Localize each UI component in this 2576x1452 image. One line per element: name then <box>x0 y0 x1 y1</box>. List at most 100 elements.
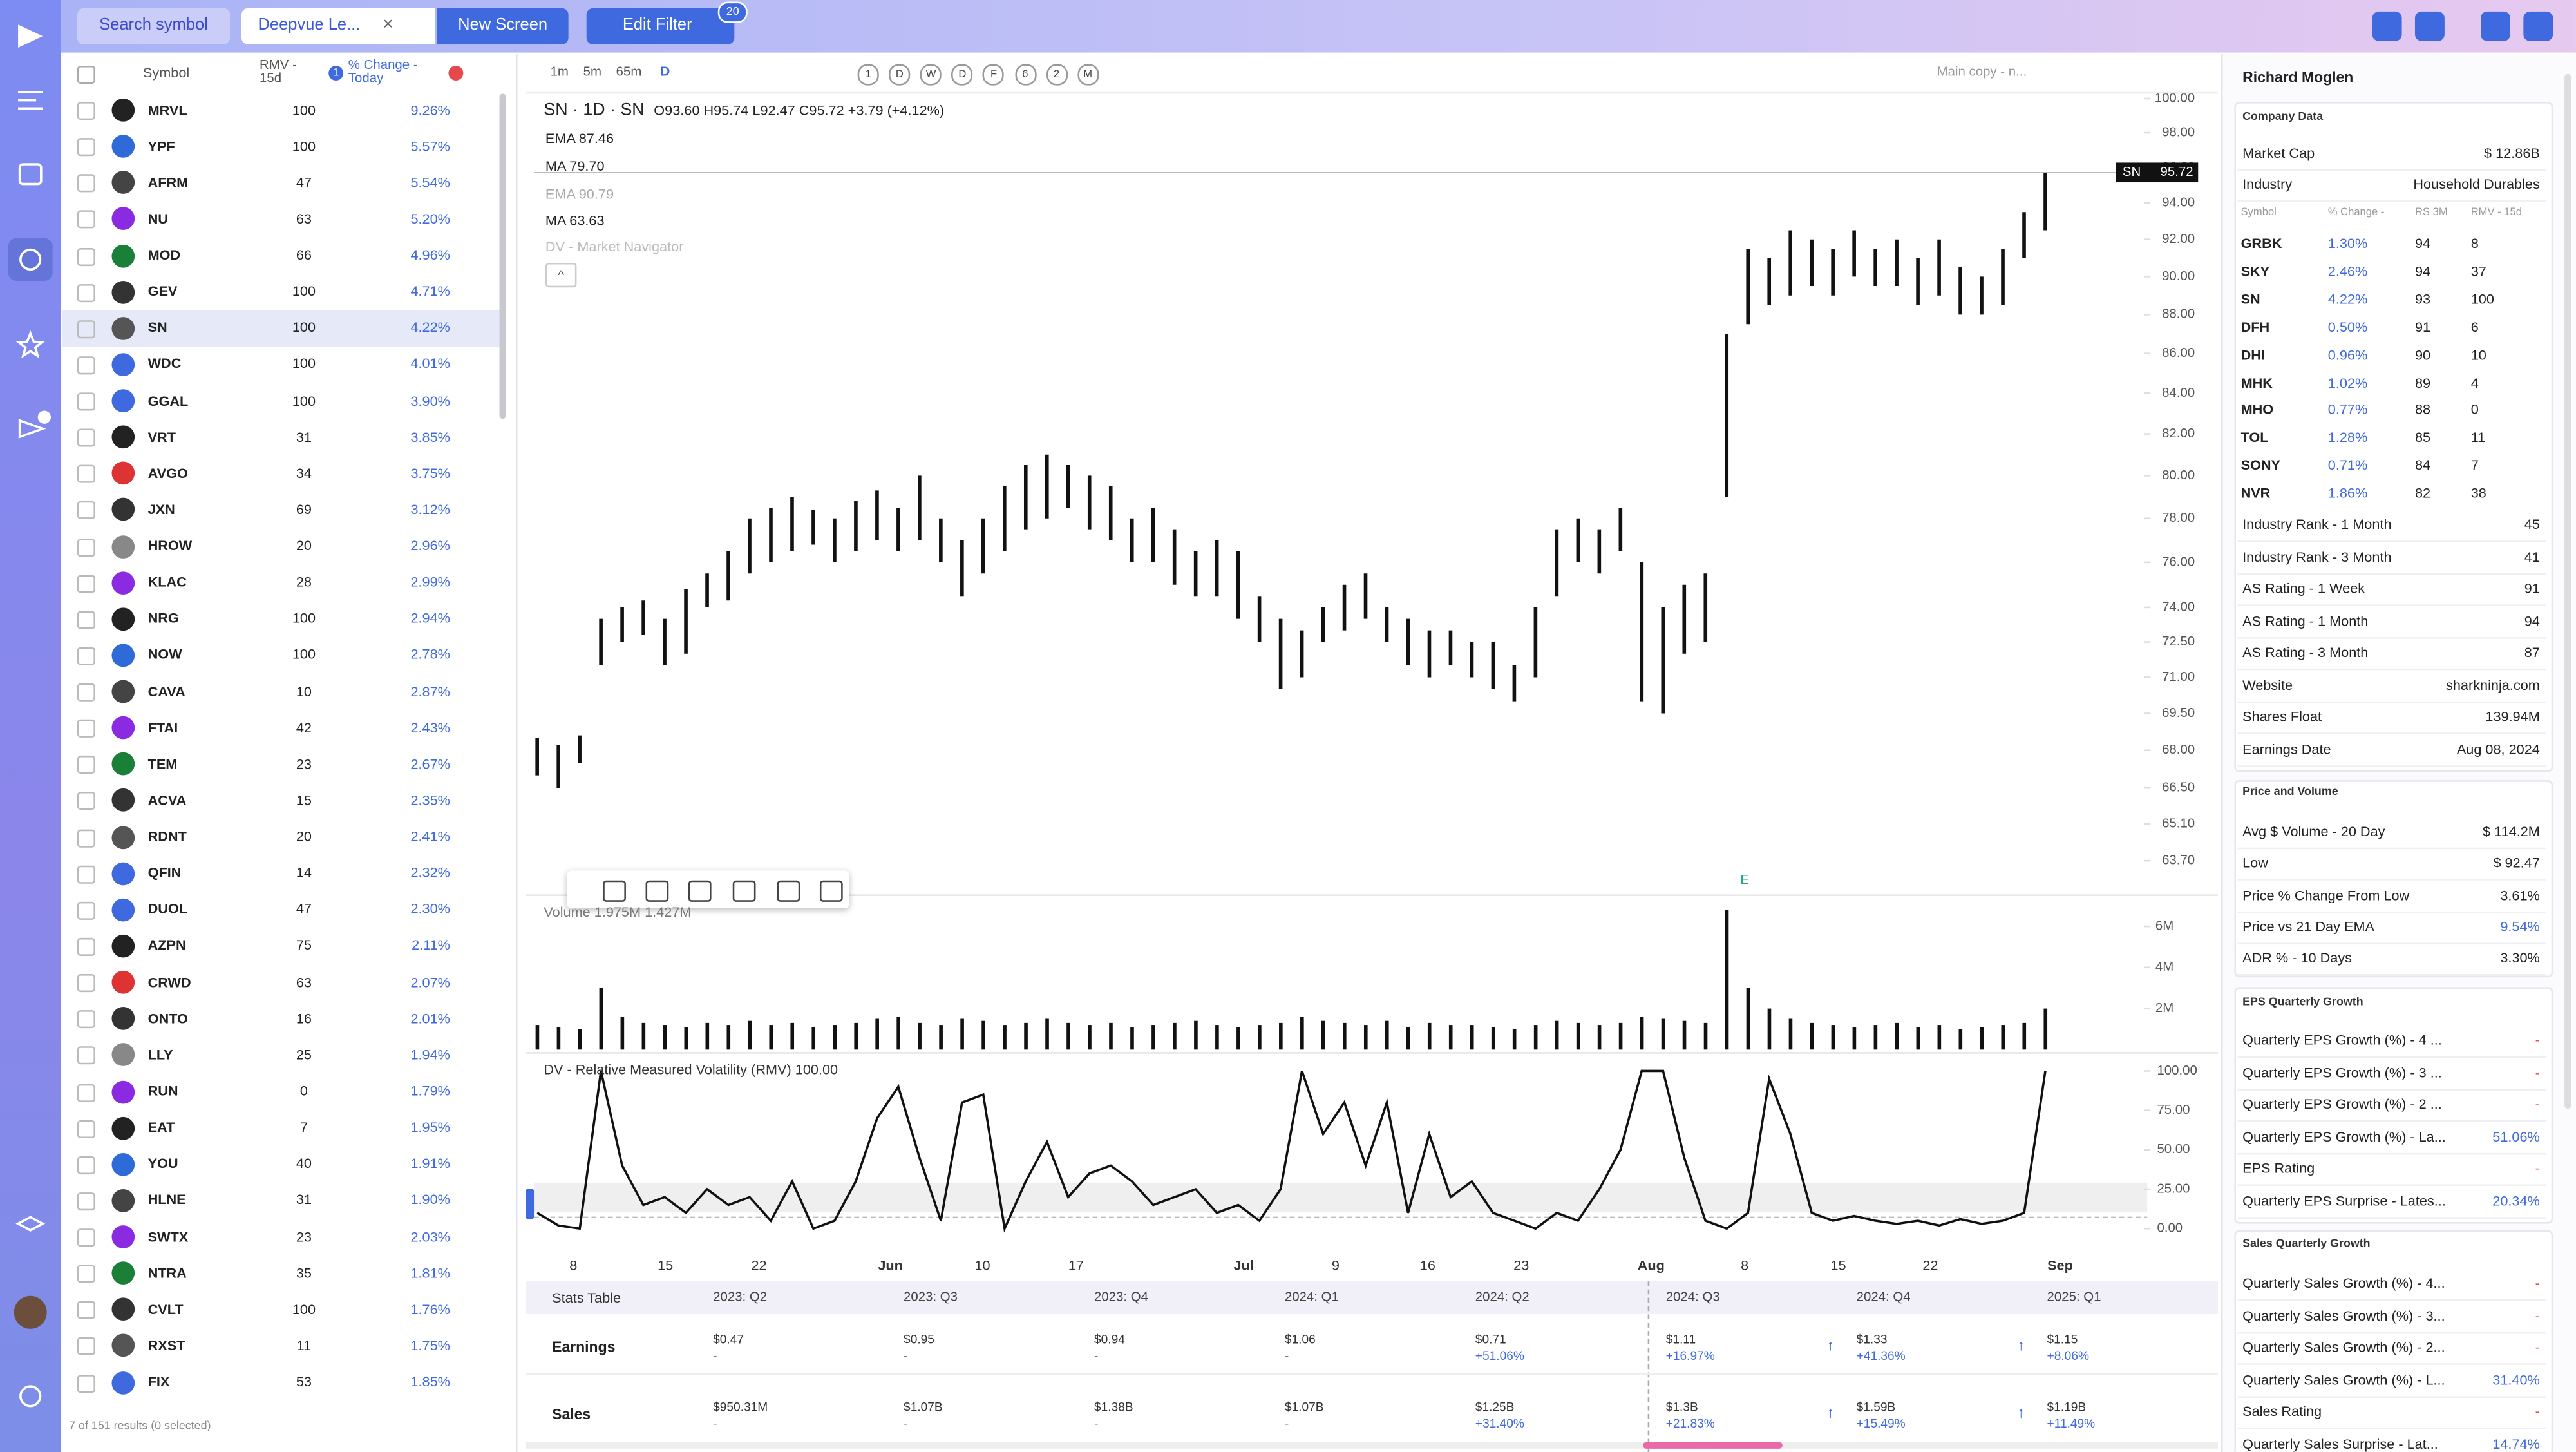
row-checkbox[interactable] <box>77 937 95 956</box>
change-value: 2.96% <box>410 537 450 554</box>
draw-tool[interactable] <box>777 880 800 902</box>
screens-icon[interactable] <box>18 163 43 186</box>
toolbar-icon[interactable] <box>2305 12 2334 41</box>
row-checkbox[interactable] <box>77 1265 95 1283</box>
field-label: ADR % - 10 Days <box>2242 950 2353 966</box>
menu-icon[interactable] <box>18 91 43 110</box>
screen-select[interactable]: Deepvue Le... <box>241 8 436 44</box>
row-checkbox[interactable] <box>77 1120 95 1138</box>
volume-bar <box>811 1027 816 1050</box>
row-checkbox[interactable] <box>77 683 95 702</box>
symbol: AZPN <box>147 937 186 954</box>
toolbar-icon[interactable] <box>2414 11 2445 41</box>
row-checkbox[interactable] <box>77 320 95 338</box>
active-tab[interactable] <box>8 238 53 282</box>
row-checkbox[interactable] <box>77 501 95 520</box>
learn-icon[interactable] <box>15 1216 46 1232</box>
row-checkbox[interactable] <box>77 538 95 557</box>
row-checkbox[interactable] <box>77 247 95 265</box>
row-checkbox[interactable] <box>77 647 95 665</box>
row-checkbox[interactable] <box>77 1047 95 1065</box>
range-button[interactable]: D <box>889 64 911 86</box>
stat-change: - <box>904 1348 908 1364</box>
row-checkbox[interactable] <box>77 974 95 993</box>
row-checkbox[interactable] <box>77 1228 95 1247</box>
row-checkbox[interactable] <box>77 792 95 811</box>
volume-bar <box>1810 1022 1814 1050</box>
row-checkbox[interactable] <box>77 828 95 847</box>
draw-tool[interactable] <box>819 880 843 902</box>
row-checkbox[interactable] <box>77 283 95 302</box>
toolbar-icon[interactable] <box>2481 11 2510 41</box>
y-tick-label: 50.00 <box>2157 1142 2190 1156</box>
row-checkbox[interactable] <box>77 1301 95 1320</box>
rmv-value: 63 <box>296 973 312 990</box>
toolbar-icon[interactable] <box>2262 12 2292 41</box>
peer-cell: 7 <box>2470 457 2479 473</box>
range-button[interactable]: 2 <box>1045 64 1068 86</box>
row-checkbox[interactable] <box>77 211 95 229</box>
volume-bar <box>1427 1022 1432 1050</box>
row-checkbox[interactable] <box>77 611 95 629</box>
edit-filter-button[interactable]: Edit Filter <box>586 8 735 44</box>
row-checkbox[interactable] <box>77 465 95 484</box>
search-box[interactable]: Search symbol <box>77 8 231 44</box>
header-checkbox[interactable] <box>77 65 95 84</box>
y-tick-label: 63.70 <box>2162 853 2195 867</box>
volume-bar <box>1533 1025 1538 1050</box>
draw-tool[interactable] <box>603 880 626 902</box>
volume-bar <box>769 1025 773 1050</box>
row-checkbox[interactable] <box>77 1192 95 1210</box>
toolbar-icon[interactable] <box>2523 11 2553 41</box>
row-checkbox[interactable] <box>77 865 95 884</box>
range-button[interactable]: 1 <box>857 64 879 86</box>
row-checkbox[interactable] <box>77 1156 95 1174</box>
field-label: Shares Float <box>2242 707 2322 725</box>
change-value: 2.43% <box>410 719 450 736</box>
row-checkbox[interactable] <box>77 174 95 193</box>
range-button[interactable]: W <box>920 64 942 86</box>
volume-bar <box>1088 1025 1092 1050</box>
logo[interactable] <box>18 24 43 48</box>
draw-tool[interactable] <box>645 880 669 902</box>
peer-cell: 0.96% <box>2327 345 2368 363</box>
row-sep <box>2237 879 2547 881</box>
symbol: YOU <box>147 1155 178 1172</box>
volume-bar <box>1703 1022 1708 1050</box>
row-checkbox[interactable] <box>77 901 95 920</box>
row-checkbox[interactable] <box>77 1374 95 1393</box>
row-checkbox[interactable] <box>77 720 95 738</box>
avatar[interactable] <box>14 1295 47 1329</box>
range-button[interactable]: M <box>1077 64 1099 86</box>
row-checkbox[interactable] <box>77 1010 95 1029</box>
new-screen-button[interactable]: New Screen <box>437 8 569 44</box>
row-checkbox[interactable] <box>77 1337 95 1356</box>
row-checkbox[interactable] <box>77 356 95 375</box>
volume-bar <box>2043 1008 2048 1050</box>
watch-icon[interactable] <box>19 248 42 271</box>
row-sep <box>2237 1088 2547 1090</box>
toolbar-icon[interactable] <box>2372 11 2402 41</box>
symbol-logo <box>111 1370 135 1394</box>
alerts-icon[interactable] <box>18 419 46 439</box>
draw-tool[interactable] <box>688 880 712 902</box>
field-value: $ 114.2M <box>2483 823 2540 839</box>
star-icon[interactable] <box>15 330 45 359</box>
row-checkbox[interactable] <box>77 102 95 120</box>
collapse-button[interactable]: ^ <box>545 262 577 288</box>
row-checkbox[interactable] <box>77 428 95 447</box>
draw-tool[interactable] <box>732 880 756 902</box>
row-checkbox[interactable] <box>77 756 95 774</box>
row-checkbox[interactable] <box>77 392 95 411</box>
row-checkbox[interactable] <box>77 138 95 157</box>
range-button[interactable]: F <box>983 64 1005 86</box>
range-button[interactable]: D <box>951 64 973 86</box>
range-button[interactable]: 6 <box>1014 64 1036 86</box>
row-checkbox[interactable] <box>77 1083 95 1102</box>
row-sep <box>2237 169 2547 171</box>
help-icon[interactable] <box>19 1385 42 1408</box>
selected-row <box>62 310 503 347</box>
symbol: AVGO <box>147 464 188 481</box>
study-label: MA 63.63 <box>545 212 605 229</box>
row-checkbox[interactable] <box>77 574 95 593</box>
